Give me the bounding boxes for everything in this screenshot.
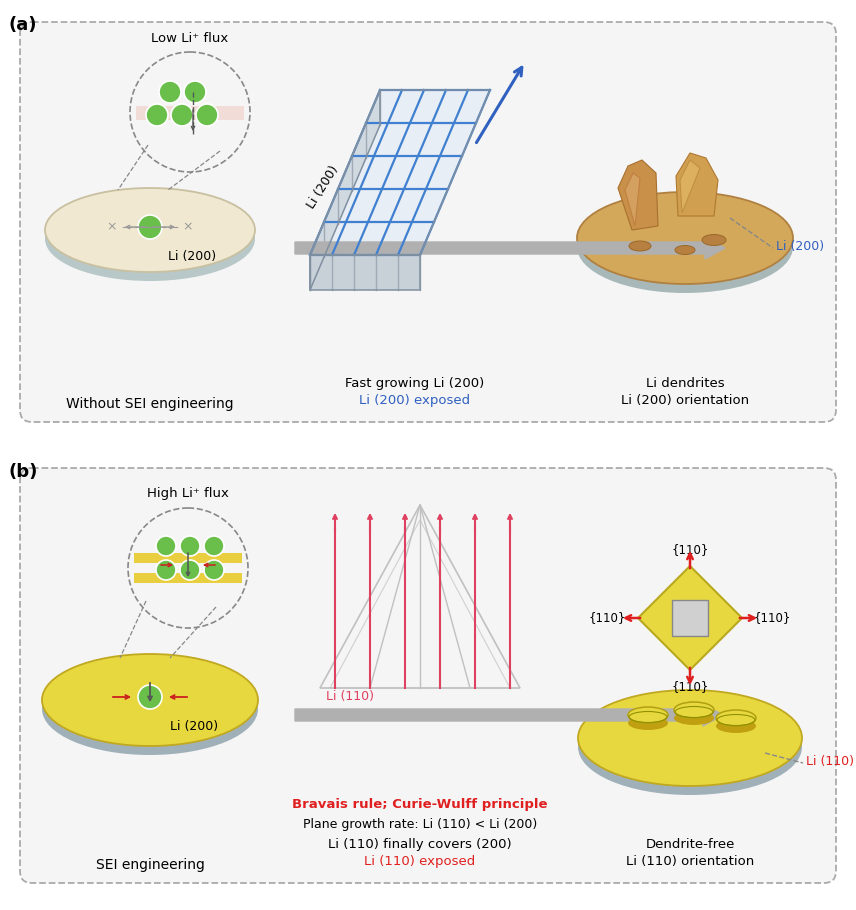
Polygon shape [625, 173, 640, 226]
Text: (b): (b) [8, 463, 38, 481]
Text: (a): (a) [8, 16, 37, 34]
FancyArrow shape [295, 704, 723, 726]
Polygon shape [310, 90, 380, 290]
Text: Plane growth rate: Li (110) < Li (200): Plane growth rate: Li (110) < Li (200) [303, 818, 537, 831]
Text: Li (200) orientation: Li (200) orientation [621, 394, 749, 407]
Text: {110}: {110} [671, 680, 709, 693]
Circle shape [180, 536, 200, 556]
Circle shape [146, 104, 168, 126]
Text: Li dendrites: Li dendrites [645, 377, 724, 390]
Bar [134, 573, 242, 583]
Text: SEI engineering: SEI engineering [96, 858, 205, 872]
Ellipse shape [45, 197, 255, 281]
Text: Li (200): Li (200) [776, 240, 824, 253]
Ellipse shape [42, 663, 258, 755]
Bar [136, 106, 244, 120]
Circle shape [156, 560, 176, 580]
Text: Li (110) finally covers (200): Li (110) finally covers (200) [328, 838, 512, 851]
Circle shape [159, 81, 181, 103]
FancyBboxPatch shape [20, 468, 836, 883]
Circle shape [184, 81, 206, 103]
Ellipse shape [45, 188, 255, 272]
Circle shape [196, 104, 218, 126]
Ellipse shape [577, 192, 793, 284]
Text: Li (110): Li (110) [326, 690, 374, 703]
Ellipse shape [628, 716, 668, 730]
Text: Bravais rule; Curie-Wulff principle: Bravais rule; Curie-Wulff principle [292, 798, 548, 811]
Bar [134, 553, 242, 563]
FancyArrow shape [295, 237, 725, 259]
Text: Li (110): Li (110) [806, 755, 854, 768]
Text: {110}: {110} [589, 612, 626, 624]
Circle shape [204, 560, 224, 580]
Ellipse shape [716, 710, 756, 726]
Ellipse shape [629, 241, 651, 251]
Text: Dendrite-free: Dendrite-free [645, 838, 734, 851]
Text: Without SEI engineering: Without SEI engineering [66, 397, 234, 411]
Polygon shape [618, 160, 658, 230]
Ellipse shape [674, 702, 714, 718]
Text: Li (200) exposed: Li (200) exposed [360, 394, 471, 407]
Circle shape [138, 685, 162, 709]
Ellipse shape [578, 699, 802, 795]
Polygon shape [310, 90, 490, 255]
Ellipse shape [577, 201, 793, 293]
Text: Li (200): Li (200) [305, 164, 342, 211]
FancyBboxPatch shape [20, 22, 836, 422]
Text: ×: × [182, 220, 193, 234]
Text: Low Li⁺ flux: Low Li⁺ flux [152, 32, 229, 45]
Polygon shape [638, 566, 742, 670]
Circle shape [180, 560, 200, 580]
Ellipse shape [716, 719, 756, 733]
Text: Li (200): Li (200) [168, 250, 216, 263]
Polygon shape [680, 160, 700, 213]
Text: ×: × [107, 220, 117, 234]
Circle shape [156, 536, 176, 556]
Text: Li (110) orientation: Li (110) orientation [626, 855, 754, 868]
Circle shape [204, 536, 224, 556]
Text: {110}: {110} [671, 543, 709, 556]
Ellipse shape [702, 235, 726, 246]
Text: Fast growing Li (200): Fast growing Li (200) [345, 377, 484, 390]
Circle shape [171, 104, 193, 126]
Ellipse shape [675, 246, 695, 255]
Ellipse shape [42, 654, 258, 746]
Text: High Li⁺ flux: High Li⁺ flux [147, 488, 229, 501]
Text: {110}: {110} [754, 612, 792, 624]
Polygon shape [310, 255, 420, 290]
Text: Li (110) exposed: Li (110) exposed [365, 855, 476, 868]
Ellipse shape [674, 711, 714, 725]
Circle shape [138, 215, 162, 239]
Text: Li (200): Li (200) [170, 720, 218, 733]
Bar [672, 600, 708, 636]
Ellipse shape [628, 707, 668, 723]
Polygon shape [676, 153, 718, 216]
Ellipse shape [578, 690, 802, 786]
